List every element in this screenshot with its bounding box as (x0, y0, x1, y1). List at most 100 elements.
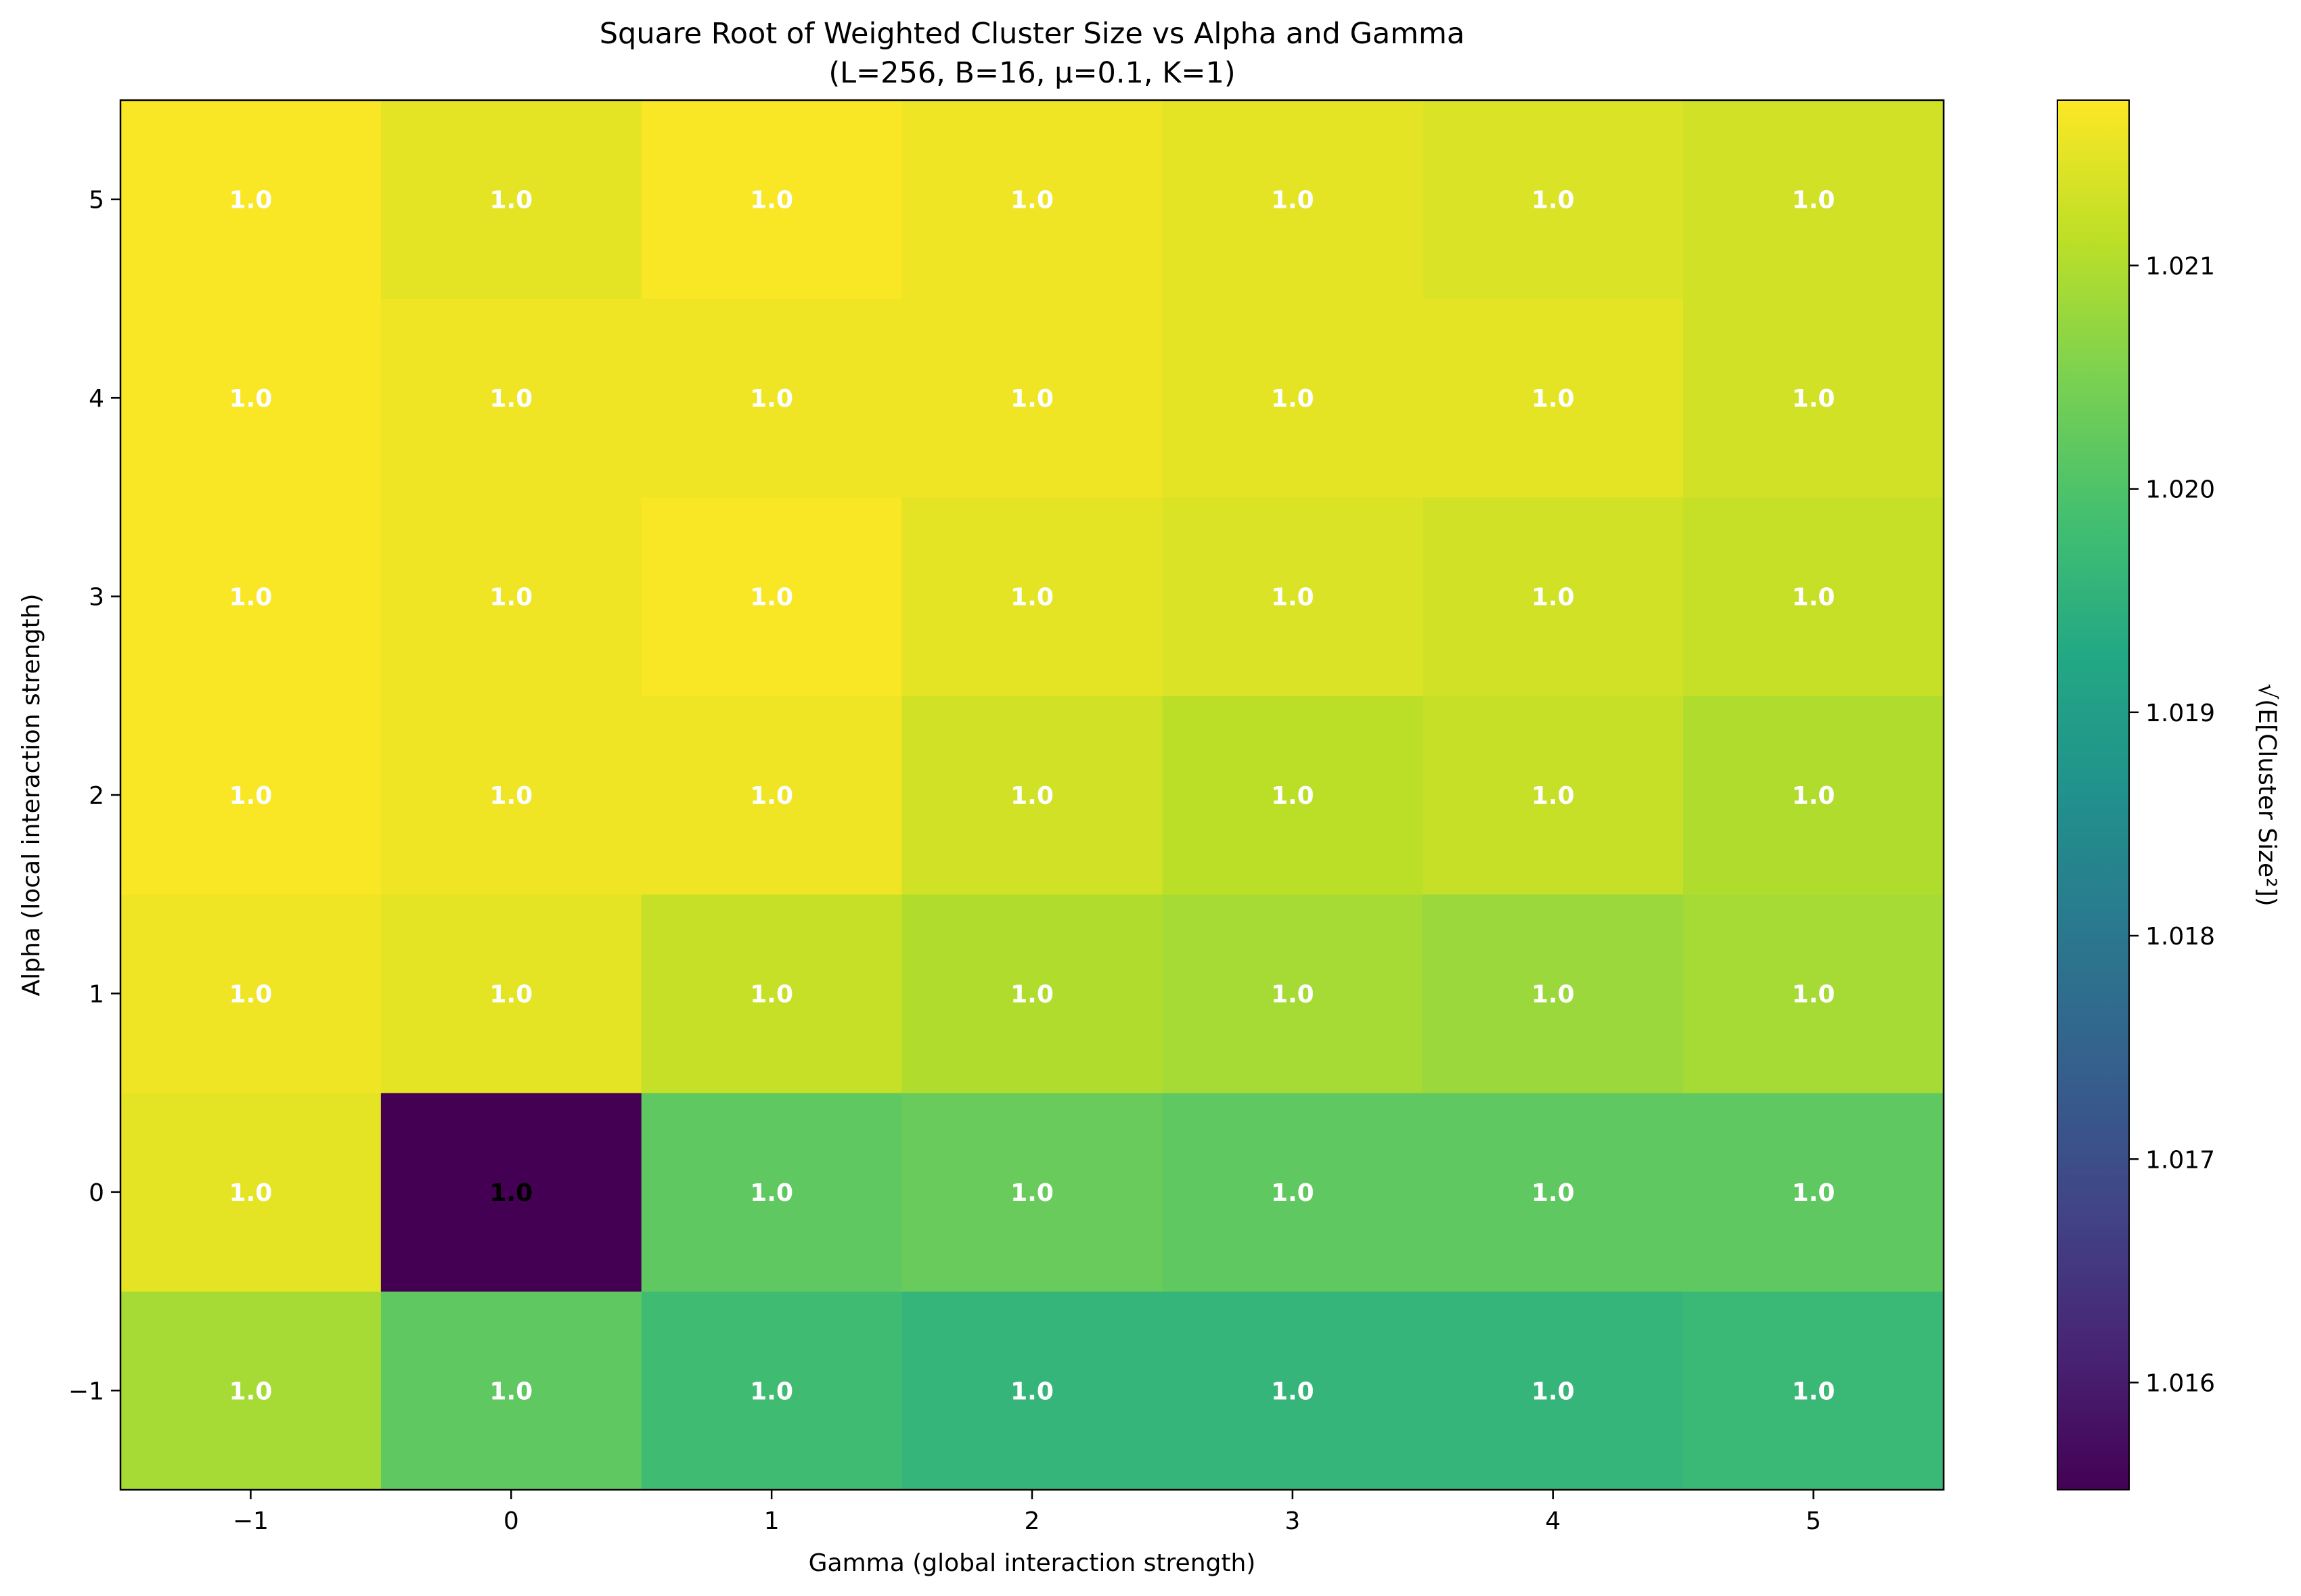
x-tick-label: 5 (1806, 1507, 1821, 1535)
cell-value-label: 1.0 (229, 584, 273, 612)
heatmap-cell (380, 497, 642, 696)
cell-value-label: 1.0 (750, 187, 793, 214)
heatmap-cell (641, 696, 903, 895)
cell-value-label: 1.0 (489, 385, 533, 413)
cell-value-label: 1.0 (1010, 782, 1054, 810)
cell-value-label: 1.0 (229, 187, 273, 214)
cell-value-label: 1.0 (489, 584, 533, 612)
heatmap-cell (380, 894, 642, 1093)
heatmap-cell (1162, 894, 1423, 1093)
heatmap-cell (1423, 100, 1684, 300)
heatmap-cell (1683, 298, 1944, 498)
heatmap-cell (901, 696, 1163, 895)
x-tick-label: −1 (233, 1507, 269, 1535)
cell-value-label: 1.0 (489, 980, 533, 1008)
x-tick-label: 2 (1025, 1507, 1040, 1535)
heatmap-cell (1423, 1093, 1684, 1292)
heatmap-cell (120, 298, 382, 498)
heatmap-cell (641, 894, 903, 1093)
y-tick-label: 4 (89, 385, 104, 413)
cell-value-label: 1.0 (1010, 584, 1054, 612)
heatmap-cell (1683, 1291, 1944, 1490)
heatmap-cell (901, 298, 1163, 498)
cell-value-label: 1.0 (1792, 980, 1835, 1008)
cell-value-label: 1.0 (489, 1377, 533, 1405)
colorbar-ticks: 1.016 1.017 1.018 1.019 1.020 1.021 (2129, 252, 2215, 1397)
y-tick-label: 3 (89, 584, 104, 612)
cell-value-label: 1.0 (750, 1179, 793, 1207)
cell-value-label: 1.0 (1271, 980, 1314, 1008)
cell-value-label: 1.0 (1271, 1179, 1314, 1207)
heatmap-cell (380, 1291, 642, 1490)
chart-title: Square Root of Weighted Cluster Size vs … (600, 17, 1465, 51)
heatmap-cell (641, 298, 903, 498)
heatmap-cell (1162, 696, 1423, 895)
cell-value-label: 1.0 (489, 1179, 533, 1207)
cell-value-label: 1.0 (229, 980, 273, 1008)
heatmap-cell (1423, 1291, 1684, 1490)
heatmap-cell (120, 894, 382, 1093)
x-tick-label: 0 (504, 1507, 519, 1535)
heatmap-cell (380, 100, 642, 300)
cell-value-label: 1.0 (1271, 385, 1314, 413)
cell-value-label: 1.0 (1532, 1179, 1575, 1207)
cell-value-label: 1.0 (1271, 584, 1314, 612)
heatmap-cell (641, 1093, 903, 1292)
heatmap-cell (901, 1291, 1163, 1490)
heatmap-cell (1683, 894, 1944, 1093)
cell-value-label: 1.0 (1010, 385, 1054, 413)
heatmap-cell (1162, 100, 1423, 300)
cell-value-label: 1.0 (1532, 782, 1575, 810)
cell-value-label: 1.0 (1532, 385, 1575, 413)
heatmap-cell (1162, 298, 1423, 498)
cell-value-label: 1.0 (750, 385, 793, 413)
y-tick-label: 2 (89, 782, 104, 810)
cell-value-label: 1.0 (1271, 1377, 1314, 1405)
y-axis-label: Alpha (local interaction strength) (18, 594, 45, 997)
colorbar-label: √(E[Cluster Size²]) (2253, 683, 2281, 906)
cell-value-label: 1.0 (1792, 1377, 1835, 1405)
heatmap-cell (1423, 696, 1684, 895)
colorbar (2057, 99, 2130, 1490)
heatmap-cell (901, 497, 1163, 696)
cell-value-label: 1.0 (1532, 980, 1575, 1008)
heatmap-cell (380, 298, 642, 498)
heatmap-cell (1423, 497, 1684, 696)
cell-value-label: 1.0 (1010, 980, 1054, 1008)
cell-value-label: 1.0 (1792, 385, 1835, 413)
x-tick-label: 1 (764, 1507, 780, 1535)
heatmap-cell (120, 1093, 382, 1292)
heatmap-cell (1162, 497, 1423, 696)
heatmap-cell (901, 1093, 1163, 1292)
cell-value-label: 1.0 (1271, 782, 1314, 810)
cell-value-label: 1.0 (750, 782, 793, 810)
y-tick-label: 0 (89, 1179, 104, 1207)
x-tick-label: 3 (1284, 1507, 1300, 1535)
heatmap-cell (1683, 497, 1944, 696)
heatmap-cell (1162, 1291, 1423, 1490)
cell-value-label: 1.0 (1532, 187, 1575, 214)
heatmap-cell (380, 696, 642, 895)
x-axis-ticks: −1 0 1 2 3 4 5 (233, 1490, 1821, 1535)
heatmap-cell (1423, 298, 1684, 498)
y-tick-label: 5 (89, 187, 104, 214)
heatmap-cell (641, 1291, 903, 1490)
heatmap-cells (120, 100, 1944, 1490)
heatmap-cell (1162, 1093, 1423, 1292)
cell-value-label: 1.0 (489, 782, 533, 810)
heatmap-cell (120, 497, 382, 696)
heatmap-cell (641, 100, 903, 300)
y-tick-label: −1 (68, 1377, 104, 1405)
colorbar-tick-label: 1.021 (2145, 252, 2215, 280)
cell-value-label: 1.0 (1792, 187, 1835, 214)
heatmap-cell (120, 1291, 382, 1490)
cell-value-label: 1.0 (750, 584, 793, 612)
cell-value-label: 1.0 (229, 1179, 273, 1207)
y-tick-label: 1 (89, 980, 104, 1008)
heatmap-cell-labels: 1.0 1.0 1.0 1.0 1.0 1.0 1.0 1.0 1.0 1.0 1.0 1.0 1.0 1… (229, 187, 1835, 1406)
cell-value-label: 1.0 (1792, 584, 1835, 612)
heatmap-cell (120, 100, 382, 300)
cell-value-label: 1.0 (1532, 1377, 1575, 1405)
cell-value-label: 1.0 (1271, 187, 1314, 214)
cell-value-label: 1.0 (489, 187, 533, 214)
